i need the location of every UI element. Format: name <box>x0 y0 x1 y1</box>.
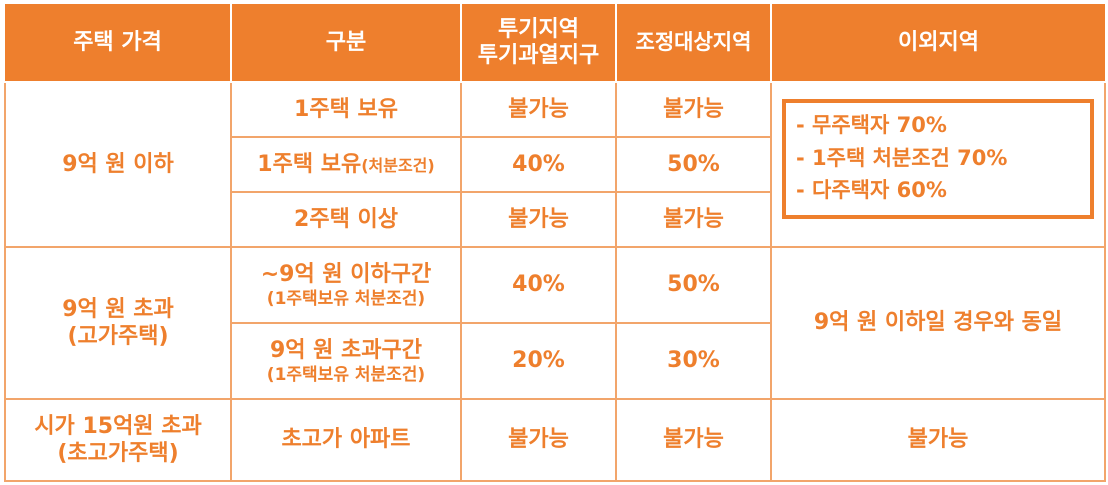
group2-row1-category-main: ~9억 원 이하구간 <box>260 262 432 288</box>
group2-other: 9억 원 이하일 경우와 동일 <box>770 246 1106 400</box>
group2-row2-category-main: 9억 원 초과구간 <box>269 338 423 364</box>
table-row: 9억 원 초과구간 (1주택보유 처분조건) 20% 30% <box>5 322 1105 400</box>
group1-row2-speculation: 40% <box>460 136 617 193</box>
group3-other: 불가능 <box>770 398 1106 482</box>
group3-label: 시가 15억원 초과 (초고가주택) <box>4 398 232 482</box>
header-category: 구분 <box>230 4 462 83</box>
group1-row3-category: 2주택 이상 <box>230 191 462 248</box>
ltv-table: 주택 가격 구분 투기지역 투기과열지구 조정대상지역 이외지역 9억 원 이하… <box>4 4 1106 482</box>
table-row: 9억 원 이하 1주택 보유 불가능 불가능 - 무주택자 70% - 1주택 … <box>4 81 1106 248</box>
header-speculation-line2: 투기과열지구 <box>477 42 600 68</box>
table-row: 1주택 보유(처분조건) 40% 50% <box>5 136 1105 193</box>
group2-row2-speculation: 20% <box>460 322 617 400</box>
other-region-ltv-box: - 무주택자 70% - 1주택 처분조건 70% - 다주택자 60% <box>782 99 1094 219</box>
group2-row1-category-note: (1주택보유 처분조건) <box>266 288 426 309</box>
other-line-no-house: - 무주택자 70% <box>796 113 947 137</box>
other-line-multi-house: - 다주택자 60% <box>796 178 947 203</box>
group2-row1-speculation: 40% <box>460 246 617 324</box>
group1-row1-category: 1주택 보유 <box>230 81 462 138</box>
group2-label-line2: (고가주택) <box>67 324 169 349</box>
group3-label-line1: 시가 15억원 초과 <box>34 413 202 439</box>
group2-row2-category-note: (1주택보유 처분조건) <box>266 364 426 385</box>
group2-row2-category: 9억 원 초과구간 (1주택보유 처분조건) <box>230 322 462 400</box>
header-price: 주택 가격 <box>5 4 232 83</box>
header-other: 이외지역 <box>770 4 1105 83</box>
group1-row2-category-note: (처분조건) <box>361 155 435 175</box>
group1-row3-speculation: 불가능 <box>460 191 617 248</box>
table-row: 2주택 이상 불가능 불가능 <box>5 191 1105 248</box>
header-speculation-line1: 투기지역 <box>498 17 579 43</box>
group3-category: 초고가 아파트 <box>230 398 462 482</box>
group2-row2-adjustment: 30% <box>615 322 772 400</box>
group1-label: 9억 원 이하 <box>4 81 232 248</box>
header-adjustment: 조정대상지역 <box>615 4 772 83</box>
table-row: 시가 15억원 초과 (초고가주택) 초고가 아파트 불가능 불가능 불가능 <box>4 398 1106 482</box>
group1-other: - 무주택자 70% - 1주택 처분조건 70% - 다주택자 60% <box>770 81 1106 248</box>
group2-row1-category: ~9억 원 이하구간 (1주택보유 처분조건) <box>230 246 462 324</box>
group1-row2-adjustment: 50% <box>615 136 772 193</box>
group2-label: 9억 원 초과 (고가주택) <box>4 246 232 400</box>
group3-label-line2: (초고가주택) <box>57 441 179 466</box>
group1-row1-speculation: 불가능 <box>460 81 617 138</box>
group1-row1-adjustment: 불가능 <box>615 81 772 138</box>
header-row: 주택 가격 구분 투기지역 투기과열지구 조정대상지역 이외지역 <box>5 4 1105 83</box>
group1-row2-category: 1주택 보유(처분조건) <box>230 136 462 193</box>
group3-adjustment: 불가능 <box>615 398 772 482</box>
group2-label-line1: 9억 원 초과 <box>62 296 174 322</box>
group1-row2-category-main: 1주택 보유 <box>257 151 362 177</box>
header-speculation: 투기지역 투기과열지구 <box>460 4 617 83</box>
group2-row1-adjustment: 50% <box>615 246 772 324</box>
other-line-one-house: - 1주택 처분조건 70% <box>796 145 1008 170</box>
group1-row3-adjustment: 불가능 <box>615 191 772 248</box>
table-row: 9억 원 초과 (고가주택) ~9억 원 이하구간 (1주택보유 처분조건) 4… <box>4 246 1106 400</box>
group3-speculation: 불가능 <box>460 398 617 482</box>
